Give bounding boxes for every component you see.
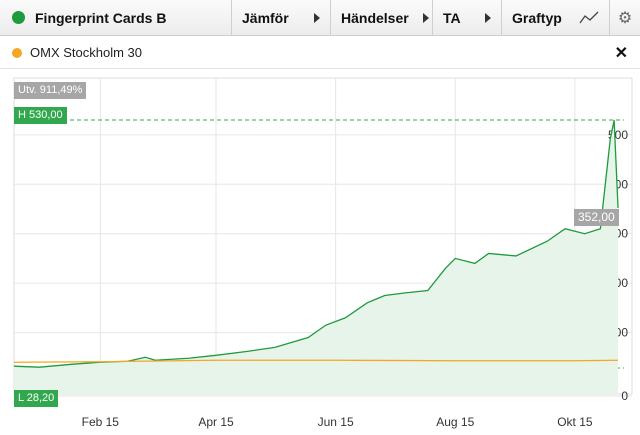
- comparison-color-dot: [12, 47, 22, 58]
- comparison-line: [13, 359, 619, 363]
- price-area: [14, 120, 619, 394]
- line-chart-icon: [579, 11, 599, 23]
- ta-button[interactable]: TA: [433, 0, 502, 35]
- x-tick-label: Jun 15: [318, 415, 354, 429]
- x-tick-label: Okt 15: [557, 415, 593, 429]
- instrument-color-dot: [12, 11, 25, 24]
- high-badge: H 530,00: [14, 107, 67, 124]
- compare-button[interactable]: Jämför: [232, 0, 331, 35]
- close-icon[interactable]: ✕: [614, 45, 628, 62]
- play-arrow-icon: [485, 12, 491, 23]
- comparison-row: OMX Stockholm 30 ✕: [0, 37, 640, 69]
- x-tick-label: Aug 15: [436, 415, 474, 429]
- x-tick-label: Apr 15: [198, 415, 234, 429]
- x-tick-label: Feb 15: [82, 415, 120, 429]
- price-line: [13, 119, 619, 368]
- chart-type-button[interactable]: Graftyp: [502, 0, 610, 35]
- play-arrow-icon: [422, 12, 429, 23]
- low-badge: L 28,20: [14, 390, 59, 407]
- ta-label: TA: [443, 9, 461, 26]
- comparison-label: OMX Stockholm 30: [30, 45, 142, 60]
- events-button[interactable]: Händelser: [331, 0, 433, 35]
- events-label: Händelser: [341, 9, 409, 26]
- instrument-selector[interactable]: Fingerprint Cards B: [0, 0, 232, 35]
- gear-icon: ⚙: [617, 9, 633, 27]
- instrument-title: Fingerprint Cards B: [35, 9, 167, 26]
- last-price-badge: 352,00: [574, 209, 619, 226]
- play-arrow-icon: [314, 12, 320, 23]
- compare-label: Jämför: [242, 9, 289, 26]
- chart-type-label: Graftyp: [512, 9, 562, 26]
- chart-toolbar: Fingerprint Cards B Jämför Händelser TA …: [0, 0, 640, 36]
- settings-button[interactable]: ⚙: [610, 0, 640, 35]
- y-tick-label: 0: [621, 389, 628, 403]
- change-badge: Utv. 911,49%: [14, 82, 87, 99]
